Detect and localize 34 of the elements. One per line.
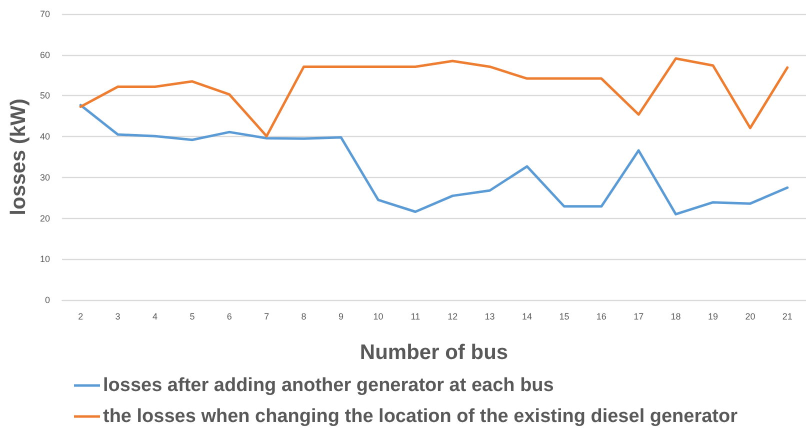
x-tick-label: 15 xyxy=(559,312,570,322)
x-tick-label: 6 xyxy=(226,312,232,322)
x-tick-label: 19 xyxy=(708,312,718,322)
x-tick-label: 20 xyxy=(745,312,756,322)
x-tick-label: 14 xyxy=(522,312,532,322)
x-tick-label: 18 xyxy=(670,312,681,322)
y-tick-label: 30 xyxy=(40,172,50,182)
x-tick-label: 4 xyxy=(152,312,158,322)
x-tick-label: 11 xyxy=(410,312,420,322)
x-tick-label: 2 xyxy=(78,312,84,322)
x-tick-label: 10 xyxy=(373,312,384,322)
x-tick-label: 3 xyxy=(115,312,120,322)
y-tick-label: 50 xyxy=(40,90,50,101)
x-tick-label: 9 xyxy=(338,312,344,322)
line-series xyxy=(79,104,789,216)
y-tick-label: 0 xyxy=(44,295,50,305)
y-tick-label: 40 xyxy=(40,132,50,142)
y-tick-label: 20 xyxy=(40,213,50,224)
line-series xyxy=(79,57,789,138)
x-tick-label: 5 xyxy=(190,312,195,322)
x-tick-label: 21 xyxy=(782,312,792,322)
legend-label: losses after adding another generator at each bus xyxy=(103,375,554,396)
x-tick-label: 8 xyxy=(301,312,306,322)
y-tick-label: 60 xyxy=(40,50,50,60)
x-axis-title: Number of bus xyxy=(360,341,508,364)
y-axis-title: losses (kW) xyxy=(7,98,30,216)
x-tick-label: 7 xyxy=(264,312,270,322)
x-tick-label: 17 xyxy=(634,312,644,322)
x-tick-label: 13 xyxy=(484,312,495,322)
x-tick-label: 12 xyxy=(448,312,458,322)
legend-label: the losses when changing the location of the existing diesel generator xyxy=(103,406,738,427)
x-tick-label: 16 xyxy=(596,312,606,322)
y-tick-label: 70 xyxy=(40,9,50,19)
y-tick-label: 10 xyxy=(40,254,50,264)
